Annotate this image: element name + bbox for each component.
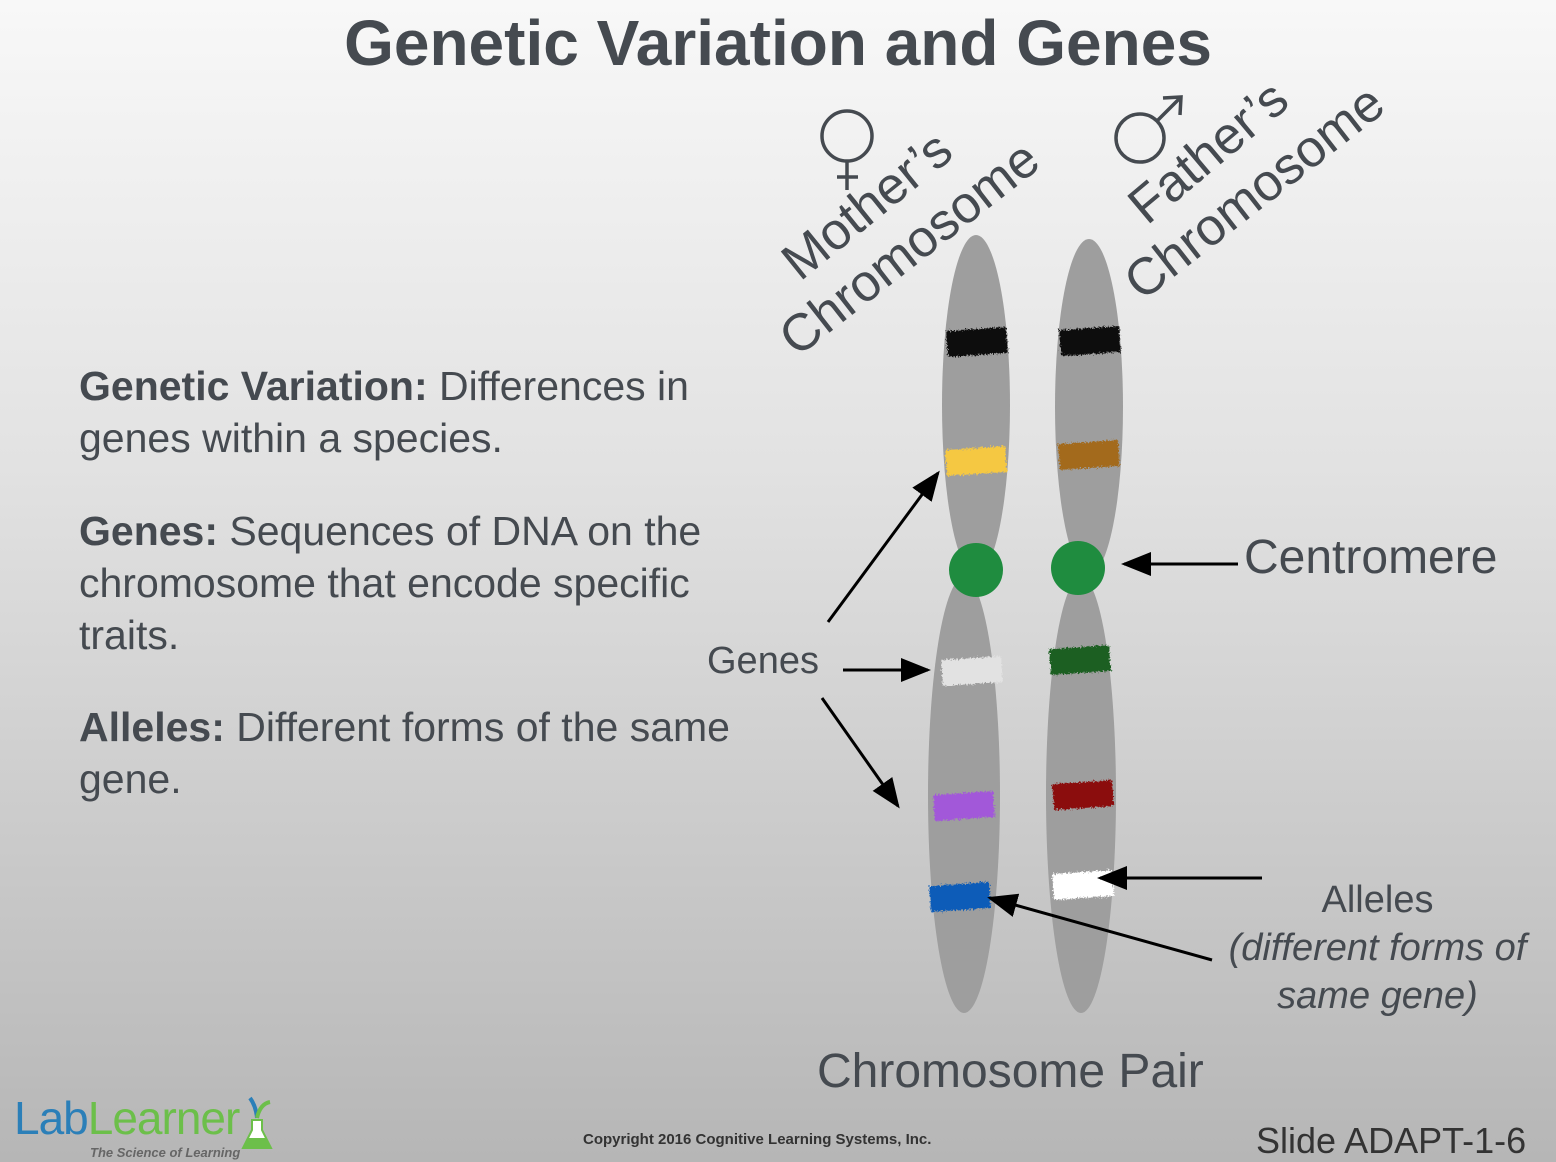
logo-tagline: The Science of Learning [90,1145,241,1160]
alleles-subtitle: (different forms of same gene) [1228,927,1527,1017]
definition-genes: Genes: Sequences of DNA on the chromosom… [79,505,739,661]
term: Genes: [79,508,218,554]
male-symbol-icon [1114,95,1183,164]
genes-label: Genes [707,640,819,682]
centromere-label: Centromere [1244,531,1498,584]
mother-gene-band-1 [946,326,1008,358]
father-gene-band-5 [1052,869,1114,901]
father-gene-band-2 [1058,439,1120,471]
genes-arrow [826,470,940,623]
alleles-title: Alleles [1321,879,1434,921]
mother-gene-band-5 [929,881,991,913]
mother-centromere [949,543,1003,597]
genes-arrow [820,697,900,809]
mother-gene-band-2 [945,445,1007,477]
mother-gene-band-4 [933,790,995,822]
definition-text: Differences in genes within a species. [79,363,689,461]
definition-alleles: Alleles: Different forms of the same gen… [79,701,739,805]
arrows [820,470,1262,962]
logo-wordmark: LabLearner [14,1092,241,1145]
definition-text: Sequences of DNA on the chromosome that … [79,508,702,658]
father-gene-band-3 [1049,644,1111,676]
copyright: Copyright 2016 Cognitive Learning System… [583,1131,932,1148]
flask-icon [241,1096,273,1149]
alleles-arrow [987,893,1213,962]
female-symbol-icon [820,109,874,190]
mother-gene-band-3 [941,655,1003,687]
slide-number: Slide ADAPT-1-6 [1256,1120,1527,1161]
logo-learner: Learner [87,1092,241,1144]
definition-text: Different forms of the same gene. [79,704,730,802]
term: Alleles: [79,704,225,750]
definition-genetic-variation: Genetic Variation: Differences in genes … [79,360,739,464]
father-centromere [1051,541,1105,595]
logo-lab: Lab [14,1092,89,1144]
lablearner-logo: LabLearner The Science of Learning [14,1092,284,1162]
father-gene-band-4 [1052,779,1114,811]
father-gene-band-1 [1059,325,1121,357]
term: Genetic Variation: [79,363,428,409]
alleles-label: Alleles (different forms of same gene) [1215,876,1540,1020]
slide-title: Genetic Variation and Genes [344,7,1212,79]
chromosome-pair-label: Chromosome Pair [817,1045,1204,1098]
